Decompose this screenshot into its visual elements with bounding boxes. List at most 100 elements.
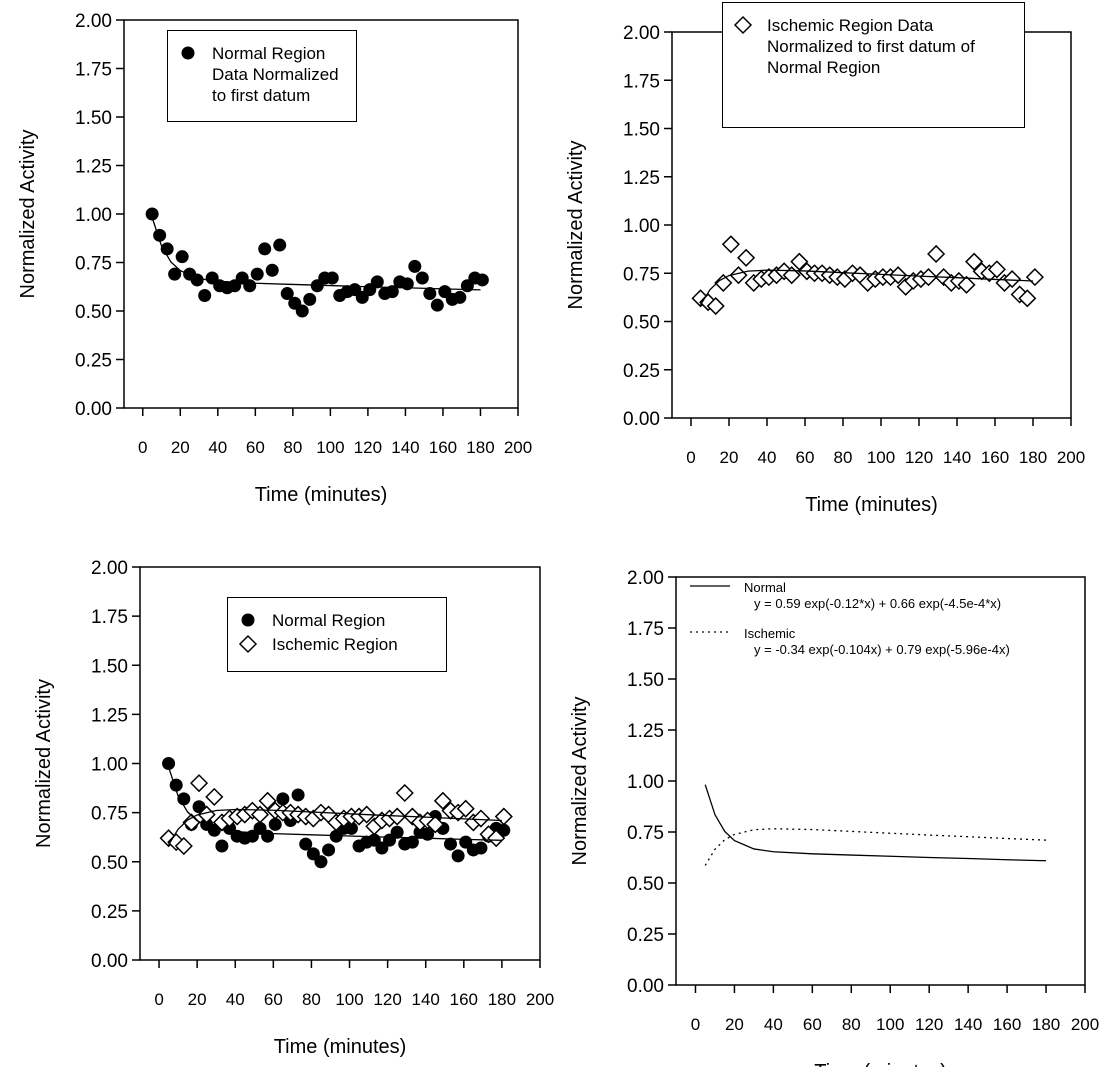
legend-symbol <box>690 631 730 633</box>
y-tick-label: 0.25 <box>627 925 664 946</box>
x-tick-label: 160 <box>993 1015 1021 1034</box>
diamond-marker <box>487 829 506 848</box>
legend-text: Ischemic Region Data Normalized to first… <box>767 15 982 78</box>
y-tick-label: 0.25 <box>91 902 128 923</box>
y-tick-label: 1.25 <box>75 157 112 178</box>
x-tick-label: 100 <box>335 990 363 1009</box>
diamond-marker <box>456 799 475 818</box>
x-tick-label: 180 <box>1032 1015 1060 1034</box>
diamond-marker <box>737 248 756 267</box>
x-tick-label: 20 <box>188 990 207 1009</box>
diamond-marker <box>174 836 193 856</box>
y-axis-label: Normalized Activity <box>33 679 55 848</box>
circle-marker <box>474 841 488 855</box>
circle-marker <box>295 304 309 318</box>
diamond-marker <box>189 774 209 793</box>
x-tick-label: 0 <box>686 448 695 467</box>
y-tick-label: 0.50 <box>91 853 128 874</box>
x-tick-label: 0 <box>691 1015 700 1034</box>
y-tick-label: 1.50 <box>627 670 664 691</box>
diamond-marker <box>426 815 445 834</box>
legend-text: Normal y = 0.59 exp(-0.12*x) + 0.66 exp(-… <box>744 580 1074 612</box>
fit-line <box>699 269 1034 306</box>
x-axis-label: Time (minutes) <box>814 1061 947 1067</box>
y-tick-label: 1.25 <box>623 168 660 189</box>
circle-marker <box>299 837 313 851</box>
y-tick-label: 2.00 <box>623 23 660 44</box>
y-tick-label: 1.75 <box>91 607 128 628</box>
x-tick-label: 100 <box>867 448 895 467</box>
x-tick-label: 200 <box>1057 448 1085 467</box>
circle-marker <box>198 288 212 302</box>
y-tick-label: 1.00 <box>91 755 128 776</box>
y-tick-label: 2.00 <box>627 568 664 589</box>
x-tick-label: 160 <box>429 438 457 457</box>
circle-marker <box>168 267 182 281</box>
circle-marker <box>250 267 264 281</box>
panel: 0.00 0.25 0.50 0.75 1.00 1.25 1.50 1.75 2.00 0 20 4… <box>569 568 1099 1067</box>
x-tick-label: 40 <box>758 448 777 467</box>
legend-symbol <box>181 46 195 60</box>
diamond-marker <box>733 15 753 35</box>
x-tick-label: 120 <box>905 448 933 467</box>
circle-marker <box>258 242 272 256</box>
x-tick-label: 40 <box>208 438 227 457</box>
y-tick-label: 0.25 <box>623 361 660 382</box>
x-tick-label: 60 <box>246 438 265 457</box>
diamond-marker <box>433 791 452 810</box>
x-tick-label: 100 <box>316 438 344 457</box>
x-axis-label: Time (minutes) <box>274 1036 407 1058</box>
legend-text: Normal Region Data Normalized to first d… <box>212 43 346 106</box>
circle-marker <box>385 285 399 299</box>
legend-entry: Normal y = 0.59 exp(-0.12*x) + 0.66 exp(-… <box>690 580 1074 612</box>
circle-marker <box>241 613 255 627</box>
diamond-marker <box>790 252 809 271</box>
y-tick-label: 1.25 <box>627 721 664 742</box>
y-tick-label: 1.75 <box>623 71 660 92</box>
legend-label: Ischemic <box>744 626 796 641</box>
y-tick-label: 0.00 <box>75 399 112 420</box>
circle-marker <box>175 250 189 264</box>
x-tick-label: 120 <box>915 1015 943 1034</box>
legend-symbol <box>241 613 255 627</box>
diamond-marker <box>987 260 1006 279</box>
diamond-marker <box>205 787 224 806</box>
legend-text: Ischemic y = -0.34 exp(-0.104x) + 0.79 ex… <box>744 626 1074 658</box>
circle-marker <box>160 242 174 256</box>
circle-marker <box>415 271 429 285</box>
circle-marker <box>280 287 294 301</box>
legend-label: Ischemic Region <box>272 635 398 654</box>
panel: 0.00 0.25 0.50 0.75 1.00 1.25 1.50 1.75 2.00 0 20 4… <box>33 558 554 1058</box>
x-axis-label: Time (minutes) <box>255 484 388 506</box>
panel: 0.00 0.25 0.50 0.75 1.00 1.25 1.50 1.75 2.00 0 20 4… <box>17 11 532 506</box>
legend-entry: Normal Region <box>238 610 436 631</box>
y-tick-label: 0.75 <box>627 823 664 844</box>
legend-equation: y = 0.59 exp(-0.12*x) + 0.66 exp(-4.5e-4… <box>754 596 1002 611</box>
diamond-marker <box>721 235 740 254</box>
legend: Normal Region Ischemic Region <box>227 597 447 672</box>
y-tick-label: 2.00 <box>91 558 128 579</box>
legend-text: Normal Region <box>272 610 436 631</box>
y-tick-label: 1.75 <box>627 619 664 640</box>
y-tick-label: 1.50 <box>91 656 128 677</box>
x-tick-label: 20 <box>171 438 190 457</box>
circle-marker <box>453 290 467 304</box>
circle-marker <box>443 837 457 851</box>
x-tick-label: 120 <box>354 438 382 457</box>
y-tick-label: 0.25 <box>75 351 112 372</box>
circle-marker <box>215 839 229 853</box>
circle-marker <box>408 259 422 273</box>
legend-label: Normal Region Data Normalized to first d… <box>212 44 339 105</box>
legend-label: Normal <box>744 580 786 595</box>
fit-line <box>168 808 502 846</box>
circle-marker <box>370 275 384 289</box>
x-tick-label: 80 <box>842 1015 861 1034</box>
x-axis-label: Time (minutes) <box>805 494 938 516</box>
x-tick-label: 200 <box>504 438 532 457</box>
x-tick-label: 160 <box>981 448 1009 467</box>
diamond-marker <box>395 783 414 803</box>
y-tick-label: 0.50 <box>75 302 112 323</box>
y-tick-label: 1.50 <box>623 120 660 141</box>
x-tick-label: 40 <box>226 990 245 1009</box>
x-tick-label: 200 <box>526 990 554 1009</box>
